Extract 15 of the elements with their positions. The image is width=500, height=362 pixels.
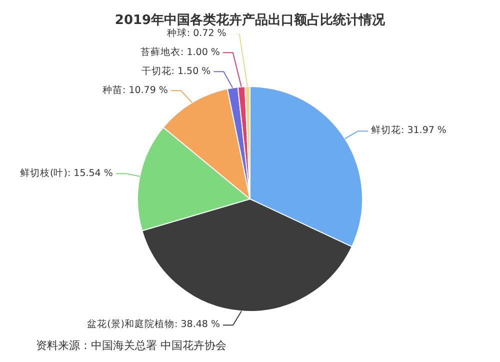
text: 资料来源：中国海关总署 中国花卉协会 (35, 338, 228, 353)
slice-label: 盆花(景)和庭院植物 (87, 319, 175, 330)
slice-label: 苔藓地衣 (140, 46, 180, 58)
data-label: : 1.00 % (180, 46, 220, 58)
slice-label: 干切花 (141, 66, 172, 77)
data-label: : 15.54 % (67, 168, 113, 179)
slice-label: 种球 (166, 28, 187, 39)
data-label: : 38.48 % (174, 319, 220, 330)
data-label: : 1.50 % (171, 66, 211, 77)
slice-label: 鲜切枝(叶) (20, 168, 68, 179)
data-label: : 31.97 % (400, 125, 446, 136)
slice-label: 鲜切花 (370, 125, 401, 136)
slice-label: 种苗 (102, 84, 122, 96)
data-label: : 0.72 % (186, 28, 226, 39)
data-label: : 10.79 % (122, 84, 168, 96)
